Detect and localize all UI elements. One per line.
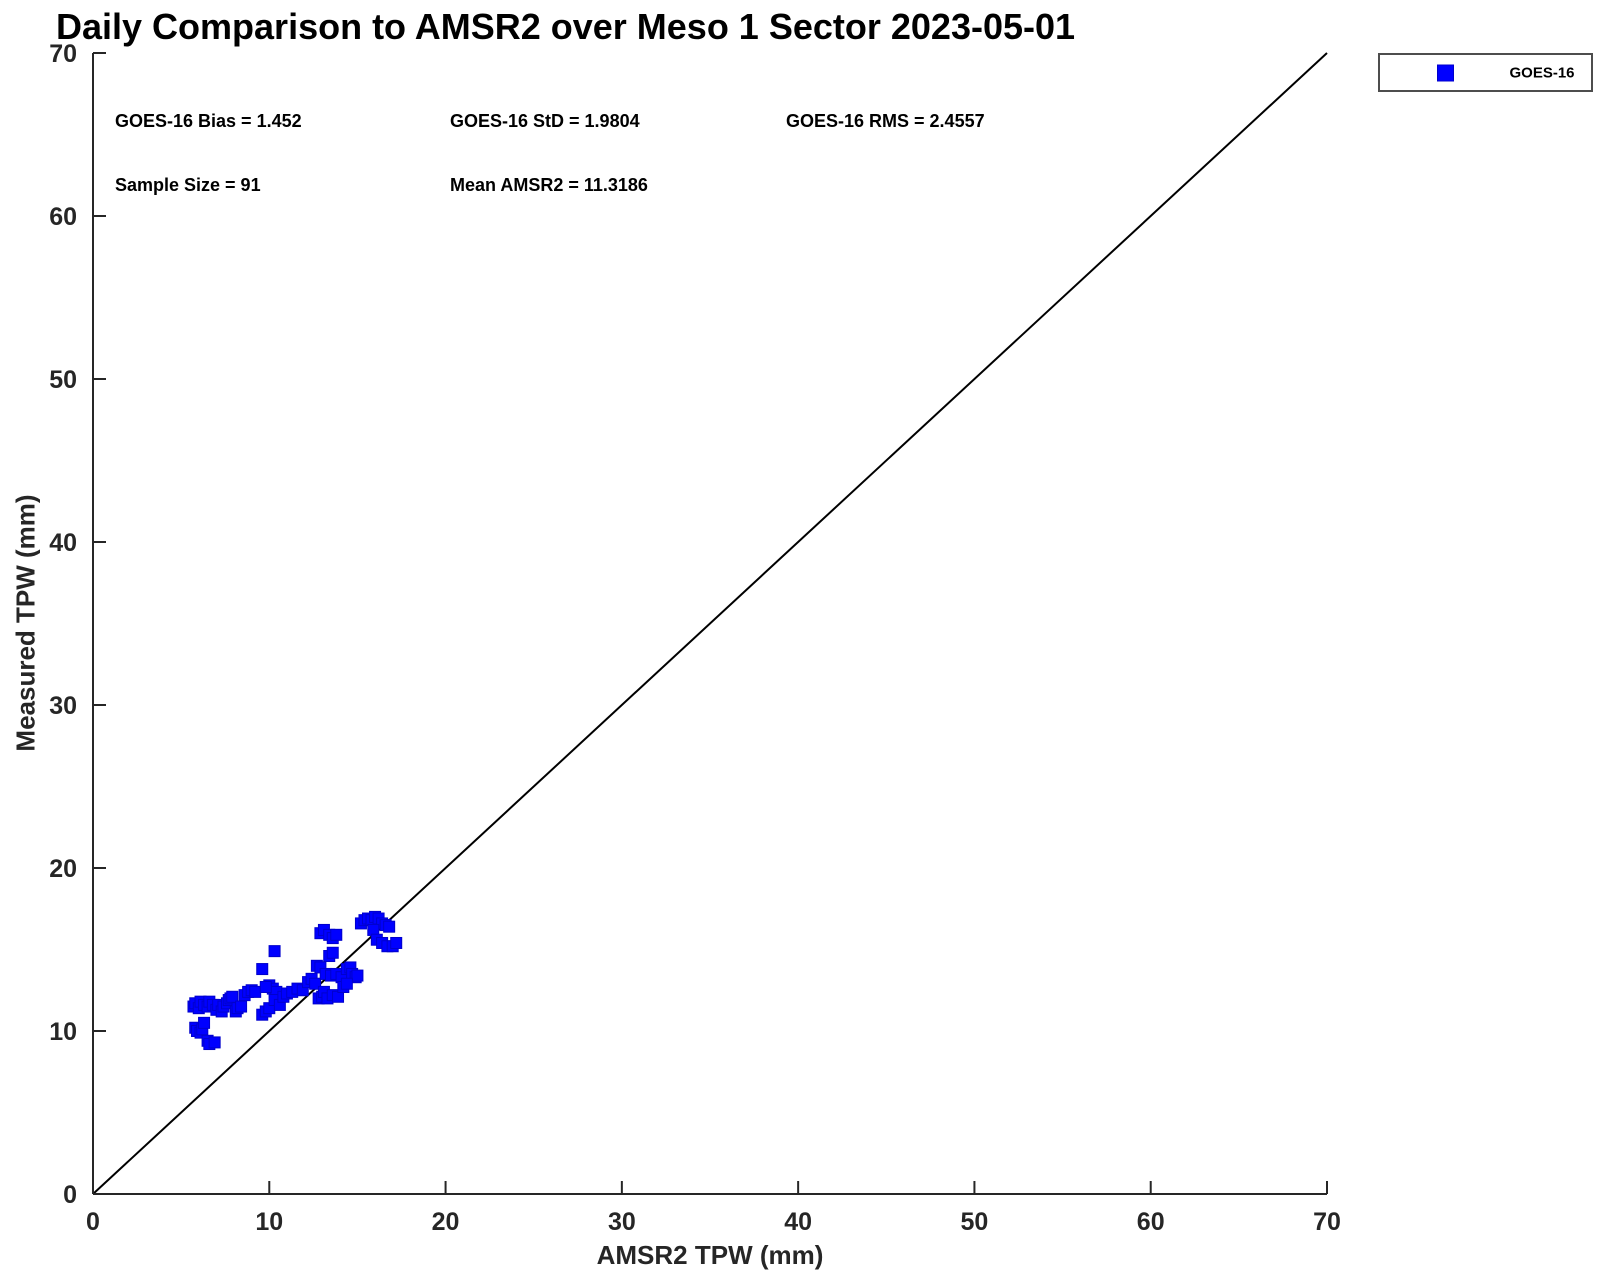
x-tick-label: 40 [784, 1208, 812, 1236]
y-tick-label: 60 [49, 203, 77, 231]
scatter-point [249, 985, 262, 998]
stat-bias-text: GOES-16 Bias = 1.452 [115, 111, 302, 131]
stat-rms-text: GOES-16 RMS = 2.4557 [786, 111, 985, 131]
x-axis-label: AMSR2 TPW (mm) [596, 1240, 824, 1270]
stat-sample-size-text: Sample Size = 91 [115, 175, 261, 195]
scatter-point [330, 928, 343, 941]
x-tick-label: 50 [961, 1208, 989, 1236]
scatter-point [268, 945, 281, 958]
y-axis-label: Measured TPW (mm) [10, 494, 41, 752]
legend-series-label: GOES-16 [1509, 64, 1575, 81]
scatter-point [383, 920, 396, 933]
scatter-point [235, 1000, 248, 1013]
y-tick-label: 0 [63, 1181, 77, 1209]
y-tick-label: 70 [49, 40, 77, 68]
scatter-point [309, 977, 322, 990]
x-tick-label: 0 [86, 1208, 100, 1236]
scatter-point [390, 936, 403, 949]
scatter-point [259, 980, 272, 993]
scatter-point [326, 946, 339, 959]
scatter-point [351, 969, 364, 982]
y-tick-label: 10 [49, 1018, 77, 1046]
scatter-point [340, 977, 353, 990]
scatter-point [256, 963, 269, 976]
legend-square-icon [1437, 64, 1454, 81]
stat-mean-amsr2-text: Mean AMSR2 = 11.3186 [450, 175, 648, 195]
plot-canvas: 0 10 20 30 40 50 60 70 0 10 20 30 40 50 60 70 [49, 40, 1341, 1236]
x-tick-label: 10 [255, 1208, 283, 1236]
legend: GOES-16 [1378, 53, 1593, 92]
x-tick-label: 60 [1137, 1208, 1165, 1236]
x-tick-label: 30 [608, 1208, 636, 1236]
x-tick-label: 20 [432, 1208, 460, 1236]
stat-std-text: GOES-16 StD = 1.9804 [450, 111, 640, 131]
y-tick-label: 40 [49, 529, 77, 557]
plot-area: 0 10 20 30 40 50 60 70 0 10 20 30 40 50 60 70 [49, 40, 1341, 1236]
identity-line [92, 52, 1328, 1195]
x-tick-label: 70 [1313, 1208, 1341, 1236]
y-tick-label: 20 [49, 855, 77, 883]
y-tick-label: 30 [49, 692, 77, 720]
y-tick-label: 50 [49, 366, 77, 394]
scatter-point [198, 1016, 211, 1029]
chart-title: Daily Comparison to AMSR2 over Meso 1 Se… [56, 6, 1076, 47]
scatter-point [208, 1036, 221, 1049]
